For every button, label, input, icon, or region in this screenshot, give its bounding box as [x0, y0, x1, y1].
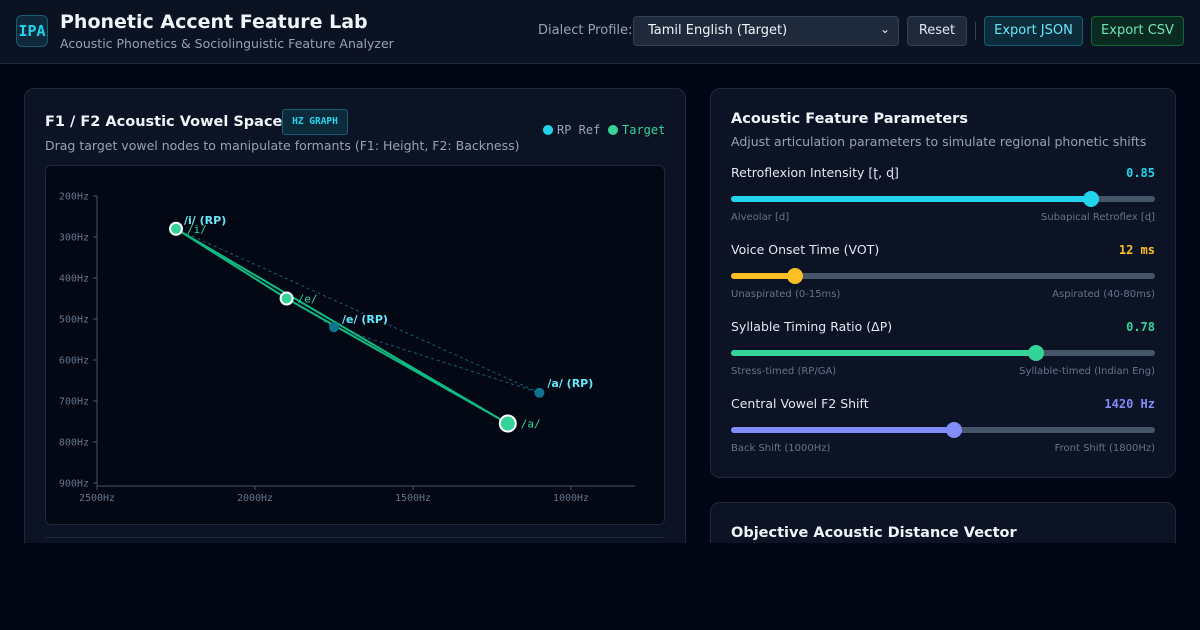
slider-fill	[731, 273, 795, 279]
target-vowel-polygon	[175, 227, 509, 425]
vowel-space-chart[interactable]: 200Hz 300Hz 400Hz 500Hz 600Hz 700Hz 800Hz 900Hz…	[45, 165, 665, 525]
chevron-down-icon: ⌄	[879, 22, 890, 36]
header-divider	[975, 22, 976, 40]
dialect-profile-label: Dialect Profile:	[538, 23, 633, 38]
target-vowel-label: /e/	[298, 293, 318, 306]
slider-min-label: Unaspirated (0-15ms)	[731, 289, 841, 300]
target-vowel-node	[279, 291, 294, 306]
slider-thumb[interactable]	[786, 268, 803, 284]
slider-max-label: Front Shift (1800Hz)	[1054, 443, 1155, 454]
target-vowel-label: /i/	[187, 223, 207, 236]
param-label: Voice Onset Time (VOT)	[731, 242, 880, 257]
slider-max-label: Aspirated (40-80ms)	[1052, 289, 1155, 300]
y-tick-label: 900Hz	[59, 479, 89, 490]
y-tick-label: 800Hz	[59, 438, 89, 449]
slider-thumb[interactable]	[945, 422, 962, 438]
slider-fill	[731, 350, 1037, 356]
x-tick-label: 2000Hz	[237, 493, 273, 504]
param-slider[interactable]	[731, 268, 1155, 284]
slider-thumb[interactable]	[1083, 191, 1100, 207]
rp-vowel-label: /e/ (RP)	[342, 313, 388, 326]
parameters-title: Acoustic Feature Parameters	[731, 111, 968, 127]
slider-fill	[731, 196, 1092, 202]
target-vowel-label: /a/	[521, 418, 541, 431]
y-tick-label: 200Hz	[59, 192, 89, 203]
app-title: Phonetic Accent Feature Lab	[60, 11, 368, 33]
legend-target: Target	[608, 123, 665, 137]
distance-vector-title: Objective Acoustic Distance Vector	[731, 525, 1017, 541]
legend-rp-dot	[543, 125, 553, 135]
legend-target-dot	[608, 125, 618, 135]
param-label: Central Vowel F2 Shift	[731, 396, 869, 411]
x-tick-label: 2500Hz	[79, 493, 115, 504]
dialect-profile-value: Tamil English (Target)	[648, 23, 788, 38]
param-label: Retroflexion Intensity [ʈ, ɖ]	[731, 165, 899, 180]
vowel-space-title: F1 / F2 Acoustic Vowel Space	[45, 114, 283, 130]
param-label: Syllable Timing Ratio (ΔP)	[731, 319, 893, 334]
app-header: IPA Phonetic Accent Feature Lab Acoustic…	[0, 0, 1200, 64]
target-vowel-node	[498, 414, 517, 433]
slider-fill	[731, 427, 954, 433]
x-tick-label: 1000Hz	[553, 493, 589, 504]
legend-rp-label: RP Ref	[557, 123, 601, 137]
legend-target-label: Target	[622, 123, 666, 137]
slider-min-label: Back Shift (1000Hz)	[731, 443, 831, 454]
param-value: 1420 Hz	[1104, 397, 1155, 411]
viewport-bottom	[0, 543, 1200, 630]
param-value: 0.78	[1126, 320, 1155, 334]
x-tick-label: 1500Hz	[395, 493, 431, 504]
target-vowel-node	[169, 221, 183, 236]
param-slider[interactable]	[731, 191, 1155, 207]
export-csv-button[interactable]: Export CSV	[1091, 16, 1184, 46]
rp-vowel-point	[534, 387, 545, 398]
parameters-description: Adjust articulation parameters to simula…	[731, 134, 1147, 149]
slider-thumb[interactable]	[1028, 345, 1045, 361]
param-slider[interactable]	[731, 422, 1155, 438]
app-subtitle: Acoustic Phonetics & Sociolinguistic Fea…	[60, 36, 394, 51]
slider-min-label: Alveolar [d]	[731, 212, 790, 223]
rp-vowel-label: /i/ (RP)	[184, 214, 226, 227]
slider-min-label: Stress-timed (RP/GA)	[731, 366, 837, 377]
dialect-profile-select[interactable]: Tamil English (Target) ⌄	[633, 16, 899, 46]
slider-max-label: Syllable-timed (Indian Eng)	[1019, 366, 1155, 377]
app-logo: IPA	[16, 15, 48, 47]
y-tick-label: 500Hz	[59, 315, 89, 326]
y-tick-label: 600Hz	[59, 356, 89, 367]
rp-vowel-label: /a/ (RP)	[547, 377, 593, 390]
y-tick-label: 300Hz	[59, 233, 89, 244]
slider-max-label: Subapical Retroflex [ɖ]	[1041, 212, 1155, 223]
vowel-space-svg: 200Hz 300Hz 400Hz 500Hz 600Hz 700Hz 800Hz 900Hz…	[59, 192, 635, 504]
param-value: 0.85	[1126, 166, 1155, 180]
rp-vowel-point	[329, 322, 339, 333]
param-value: 12 ms	[1118, 243, 1155, 257]
panel-divider	[45, 537, 665, 538]
y-tick-label: 400Hz	[59, 274, 89, 285]
rp-vowel-polygon	[175, 228, 540, 394]
export-json-button[interactable]: Export JSON	[984, 16, 1083, 46]
vowel-space-description: Drag target vowel nodes to manipulate fo…	[45, 138, 520, 153]
y-tick-label: 700Hz	[59, 397, 89, 408]
legend-rp-ref: RP Ref	[543, 123, 600, 137]
hz-graph-badge: HZ GRAPH	[282, 109, 348, 135]
reset-button[interactable]: Reset	[907, 16, 967, 46]
acoustic-parameters-panel	[710, 88, 1176, 478]
param-slider[interactable]	[731, 345, 1155, 361]
